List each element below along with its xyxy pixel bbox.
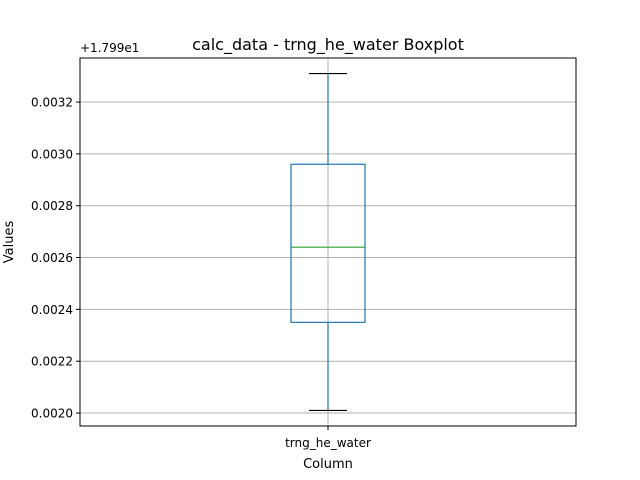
y-tick-label: 0.0024 — [31, 303, 73, 317]
y-tick-label: 0.0030 — [31, 147, 73, 161]
y-tick-label: 0.0032 — [31, 96, 73, 110]
y-axis-label: Values — [2, 221, 17, 264]
y-tick-label: 0.0028 — [31, 199, 73, 213]
chart-title: calc_data - trng_he_water Boxplot — [192, 35, 464, 55]
x-tick-label: trng_he_water — [285, 436, 371, 450]
y-tick-label: 0.0022 — [31, 355, 73, 369]
axis-ticks: 0.0020 0.0022 0.0024 0.0026 0.0028 0.0030 0.00… — [31, 96, 371, 450]
y-tick-label: 0.0020 — [31, 407, 73, 421]
y-offset-label: +1.799e1 — [80, 41, 139, 55]
y-tick-label: 0.0026 — [31, 251, 73, 265]
plot-area — [290, 72, 366, 412]
axes-frame — [79, 57, 577, 427]
x-axis-label: Column — [303, 457, 353, 472]
box-iqr — [290, 163, 366, 323]
